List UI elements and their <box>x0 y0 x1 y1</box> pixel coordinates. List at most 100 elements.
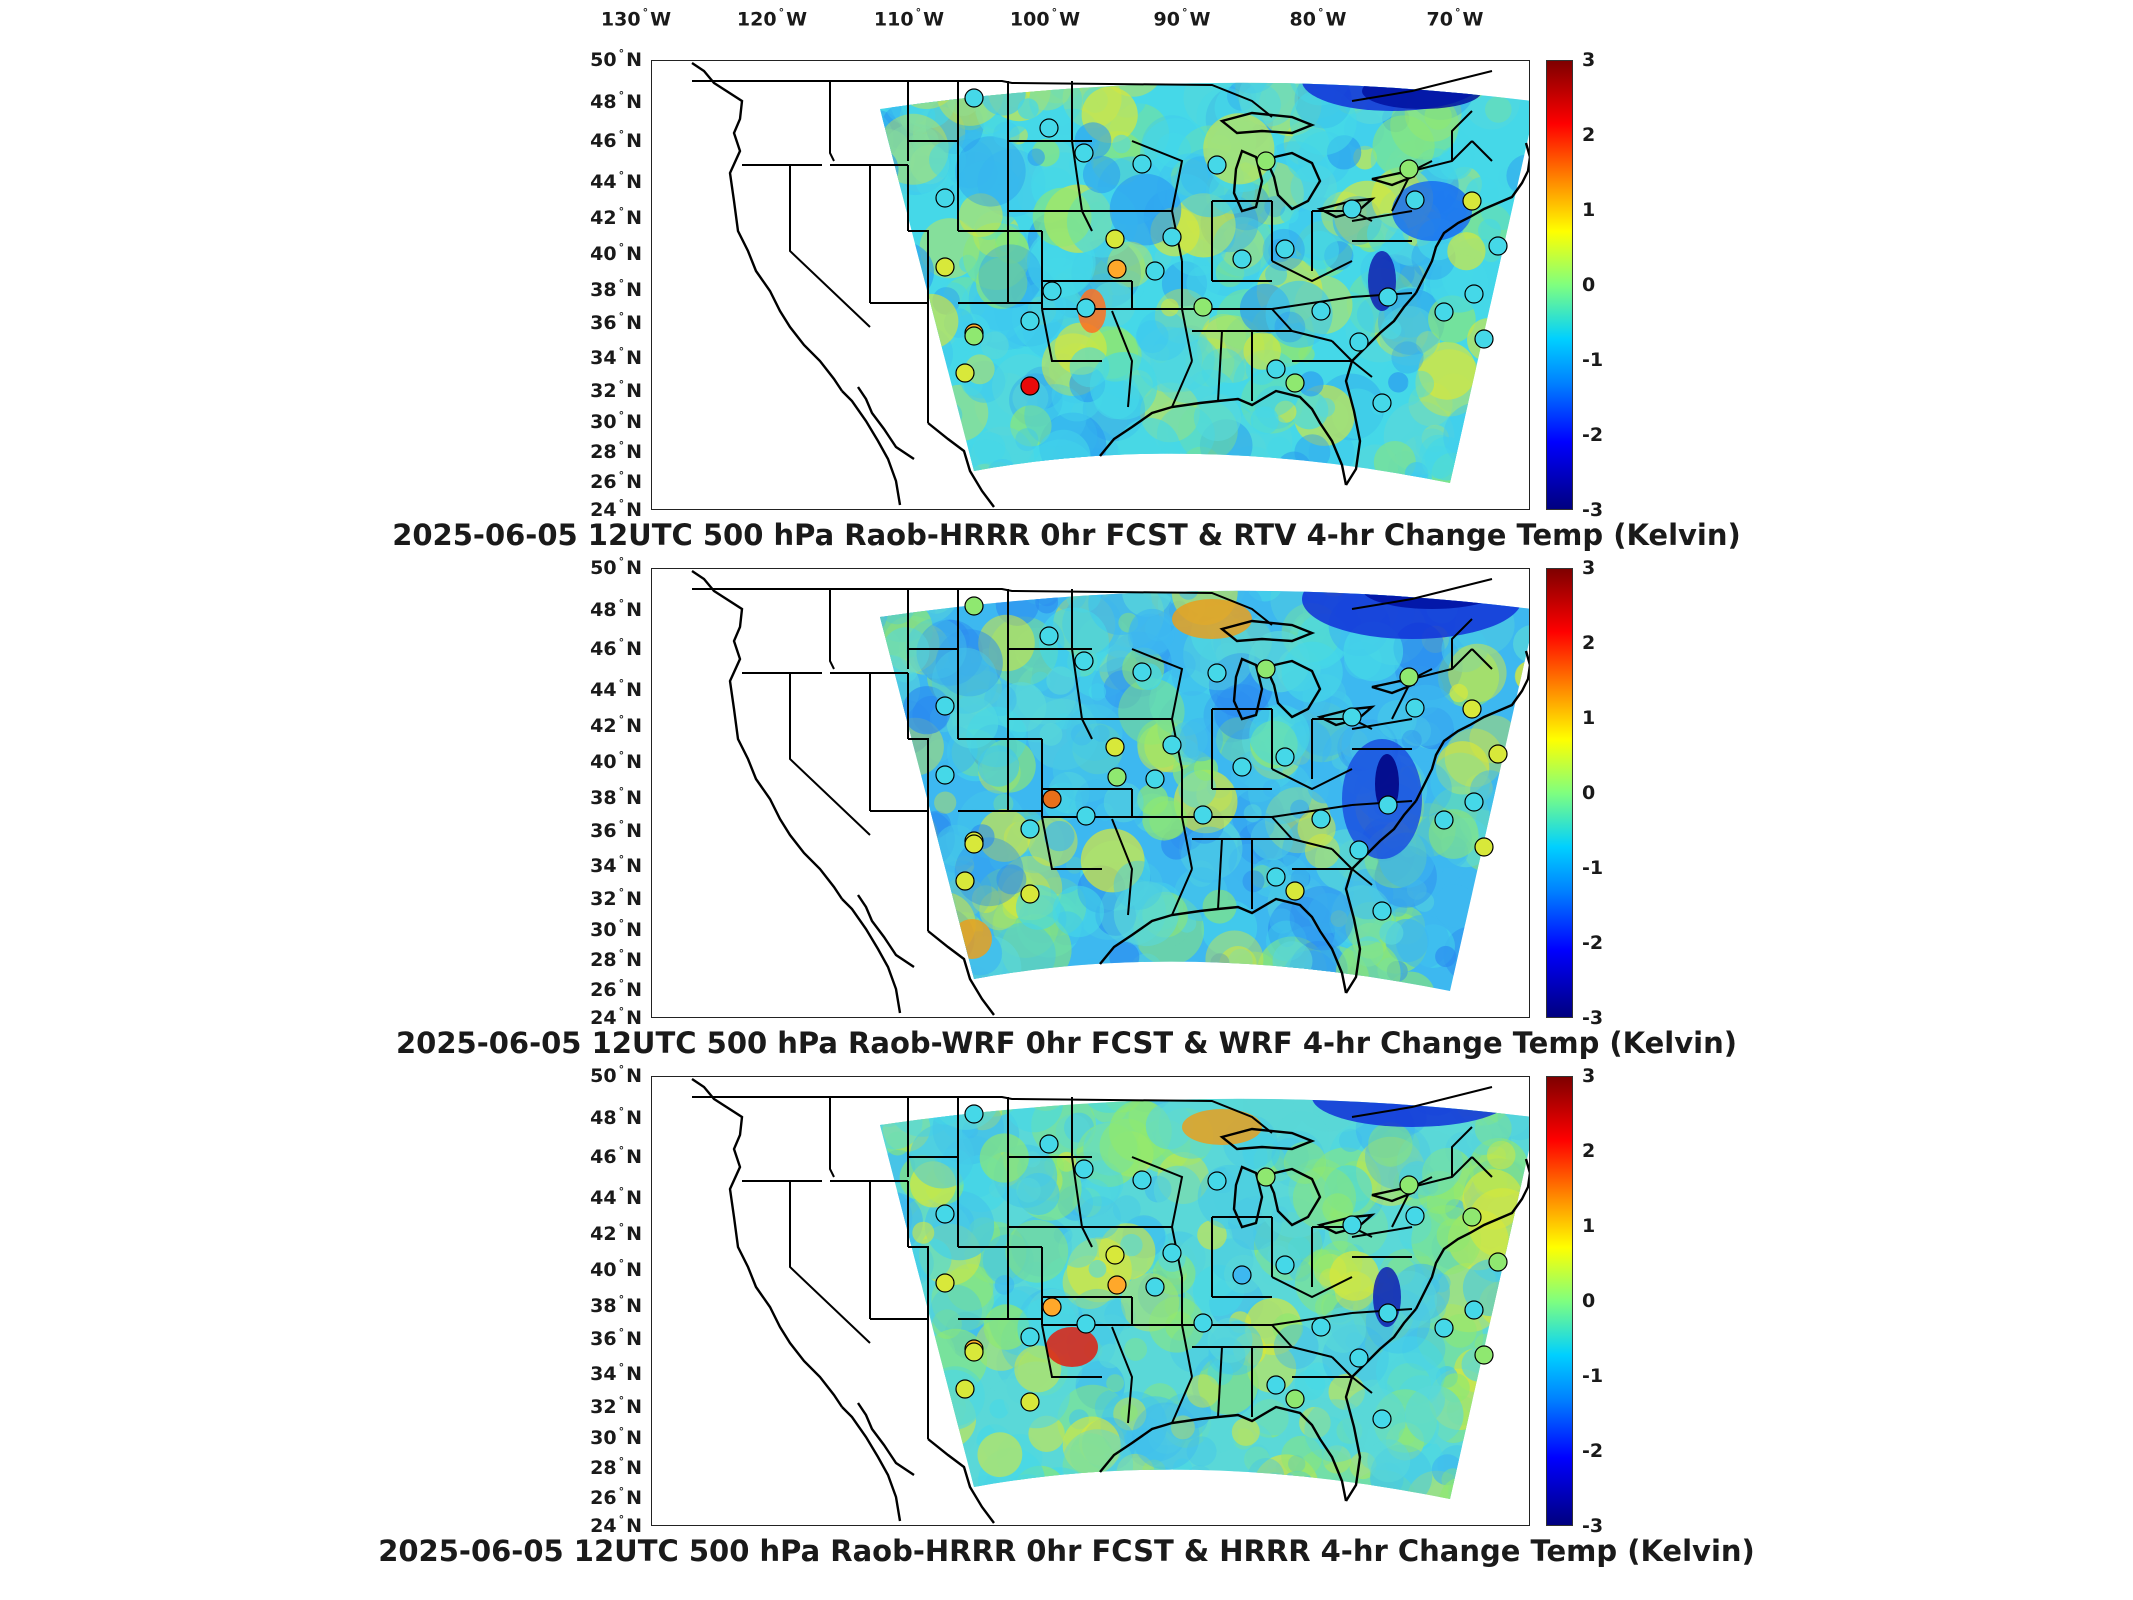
state-boundary-line <box>1181 308 1193 362</box>
raob-station-marker <box>1372 901 1392 921</box>
raob-stations <box>935 596 1508 921</box>
raob-station-marker <box>1107 1275 1127 1295</box>
field-blob <box>1104 1299 1136 1331</box>
field-blob <box>880 1472 912 1500</box>
degree-symbol: ° <box>618 1393 625 1407</box>
field-blob <box>880 1186 913 1249</box>
raob-station-marker <box>955 871 975 891</box>
raob-station-marker <box>1074 143 1094 163</box>
field-blob <box>927 739 951 762</box>
latitude-hemisphere: N <box>626 979 642 1002</box>
field-blob <box>1508 1292 1529 1327</box>
latitude-hemisphere: N <box>626 887 642 910</box>
field-blob <box>880 1368 901 1392</box>
latitude-hemisphere: N <box>626 242 642 265</box>
longitude-hemisphere: W <box>1059 8 1081 31</box>
latitude-tick-label: 42 ° N <box>580 204 642 228</box>
field-blob <box>1281 1435 1323 1477</box>
field-blob <box>1179 717 1223 762</box>
latitude-tick-label: 24 ° N <box>580 1005 642 1029</box>
field-blob <box>1439 145 1473 180</box>
field-blob <box>1472 1469 1497 1493</box>
latitude-degree: 36 <box>590 312 617 335</box>
latitude-hemisphere: N <box>626 1258 642 1281</box>
field-blob <box>1003 1474 1051 1500</box>
field-blob <box>1448 1457 1518 1500</box>
field-blob <box>1133 1077 1171 1096</box>
raob-station-marker <box>1434 810 1454 830</box>
field-blob <box>988 1181 1006 1198</box>
field-anomaly <box>1046 1327 1098 1367</box>
latitude-tick-label: 30 ° N <box>580 917 642 941</box>
field-blob <box>1335 940 1401 992</box>
latitude-degree: 28 <box>590 949 617 972</box>
latitude-degree: 34 <box>590 347 617 370</box>
field-blob <box>1015 428 1039 452</box>
field-blob <box>1315 397 1336 418</box>
raob-station-marker <box>1378 795 1398 815</box>
field-blob <box>1448 643 1507 703</box>
latitude-tick-label: 26 ° N <box>580 1485 642 1509</box>
latitude-degree: 40 <box>590 750 617 773</box>
field-blob <box>1075 1360 1125 1410</box>
field-blob <box>1246 811 1275 840</box>
latitude-tick-label: 28 ° N <box>580 439 642 463</box>
degree-symbol: ° <box>618 46 625 60</box>
raob-station-marker <box>1105 229 1125 249</box>
state-boundary-line <box>1131 1156 1184 1228</box>
field-blob <box>1331 885 1392 946</box>
state-boundary-line <box>908 230 929 303</box>
degree-symbol: ° <box>618 468 625 482</box>
raob-station-marker <box>1275 239 1295 259</box>
field-blob <box>1312 1343 1350 1382</box>
latitude-hemisphere: N <box>626 599 642 622</box>
field-blob <box>1500 926 1522 947</box>
field-blob <box>1089 352 1158 420</box>
colorbar-tick-label: 1 <box>1582 1215 1596 1237</box>
coastline-path <box>1264 659 1322 719</box>
field-blob <box>1299 1406 1331 1439</box>
raob-station-marker <box>1405 1206 1425 1226</box>
state-boundary-line <box>1291 330 1333 342</box>
field-blob <box>958 193 1003 238</box>
raob-station-marker <box>1488 744 1508 764</box>
field-blob <box>850 743 876 769</box>
field-blob <box>1505 1098 1529 1111</box>
field-blob <box>1088 1260 1107 1278</box>
field-blob <box>1180 966 1229 992</box>
state-boundary-line <box>1271 816 1293 840</box>
field-blob <box>1115 1468 1172 1500</box>
field-blob <box>1480 885 1497 902</box>
field-blob <box>1044 820 1075 852</box>
latitude-tick-label: 38 ° N <box>580 784 642 809</box>
raob-station-marker <box>1207 155 1227 175</box>
state-boundary-line <box>1217 838 1223 910</box>
raob-station-marker <box>964 1104 984 1124</box>
latitude-tick-label: 24 ° N <box>580 497 642 521</box>
field-blob <box>1421 445 1455 479</box>
field-blob <box>934 791 957 814</box>
degree-symbol: ° <box>1454 6 1461 19</box>
field-anomaly <box>952 919 992 959</box>
raob-station-marker <box>1193 297 1213 317</box>
field-blob <box>1273 1324 1319 1370</box>
field-blob <box>976 257 1028 309</box>
latitude-degree: 38 <box>590 786 617 809</box>
field-blob <box>1488 1377 1509 1398</box>
coastline-path <box>1219 111 1316 135</box>
field-blob <box>994 1275 1015 1295</box>
field-blob <box>1120 1233 1143 1257</box>
field-blob <box>1171 654 1213 696</box>
colorbar-tick-label: 2 <box>1582 124 1596 146</box>
latitude-tick-label: 40 ° N <box>580 748 642 773</box>
state-boundaries <box>692 70 1493 423</box>
latitude-hemisphere: N <box>626 714 642 737</box>
field-blob <box>880 944 932 992</box>
raob-station-marker <box>1232 1265 1252 1285</box>
state-boundary-line <box>692 80 1273 118</box>
raob-station-marker <box>1020 311 1040 331</box>
raob-station-marker <box>1074 651 1094 671</box>
field-blob <box>1494 1411 1529 1464</box>
field-blob <box>1504 1340 1529 1386</box>
field-blob <box>1103 782 1144 823</box>
